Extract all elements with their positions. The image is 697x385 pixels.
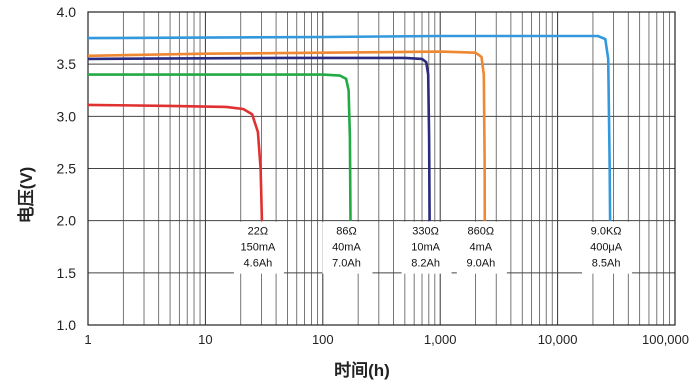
annotation-line: 9.0KΩ [591, 226, 622, 238]
annotation-background [401, 221, 452, 274]
y-tick-label: 4.0 [57, 4, 77, 20]
x-tick-label: 1,000 [424, 332, 457, 347]
annotation-line: 10mA [411, 242, 440, 254]
annotation-line: 860Ω [468, 226, 495, 238]
annotation-line: 86Ω [336, 226, 356, 238]
x-axis-title: 时间(h) [334, 360, 390, 380]
series-line-1 [87, 103, 264, 221]
x-tick-label: 10 [198, 332, 212, 347]
x-tick-label: 1 [84, 332, 91, 347]
y-tick-label: 3.5 [57, 56, 77, 72]
y-tick-label: 2.0 [57, 213, 77, 229]
x-tick-label: 100 [312, 332, 334, 347]
series-annotation-2: 86Ω 40mA 7.0Ah [322, 221, 373, 274]
series-line-2 [88, 73, 352, 221]
series-layer [87, 34, 612, 221]
y-tick-labels: 1.0 1.5 2.0 2.5 3.0 3.5 4.0 [57, 4, 77, 333]
annotation-line: 8.2Ah [411, 258, 440, 270]
y-tick-label: 1.0 [57, 317, 77, 333]
annotation-line: 4.6Ah [244, 258, 273, 270]
x-tick-label: 100,000 [642, 332, 689, 347]
series-annotation-3: 330Ω 10mA 8.2Ah [401, 221, 452, 274]
annotation-background [582, 221, 633, 274]
series-annotation-1: 22Ω 150mA 4.6Ah [233, 221, 284, 274]
annotation-line: 22Ω [248, 226, 268, 238]
y-tick-label: 1.5 [57, 265, 77, 281]
y-tick-label: 2.5 [57, 161, 77, 177]
annotation-line: 7.0Ah [332, 258, 361, 270]
annotation-layer: 22Ω 150mA 4.6Ah 86Ω 40mA 7.0Ah 330Ω 10mA 8.2Ah 86… [233, 221, 633, 274]
annotation-line: 330Ω [412, 226, 439, 238]
annotation-line: 40mA [332, 242, 361, 254]
annotation-line: 150mA [240, 242, 276, 254]
plot-border [87, 11, 676, 326]
series-line-4 [87, 50, 487, 221]
annotation-line: 9.0Ah [466, 258, 495, 270]
series-annotation-4: 860Ω 4mA 9.0Ah [456, 221, 507, 274]
annotation-background [456, 221, 507, 274]
annotation-line: 8.5Ah [592, 258, 621, 270]
annotation-background [322, 221, 373, 274]
y-axis-title: 电压(V) [16, 167, 36, 224]
series-line-3 [87, 56, 431, 221]
series-line-5 [87, 34, 612, 221]
annotation-line: 4mA [470, 242, 493, 254]
plot-frame [87, 11, 676, 326]
annotation-background [233, 221, 284, 274]
x-tick-labels: 1 10 100 1,000 10,000 100,000 [84, 332, 689, 347]
y-tick-label: 3.0 [57, 108, 77, 124]
series-annotation-5: 9.0KΩ 400μA 8.5Ah [582, 221, 633, 274]
x-tick-label: 10,000 [538, 332, 578, 347]
annotation-line: 400μA [590, 242, 623, 254]
